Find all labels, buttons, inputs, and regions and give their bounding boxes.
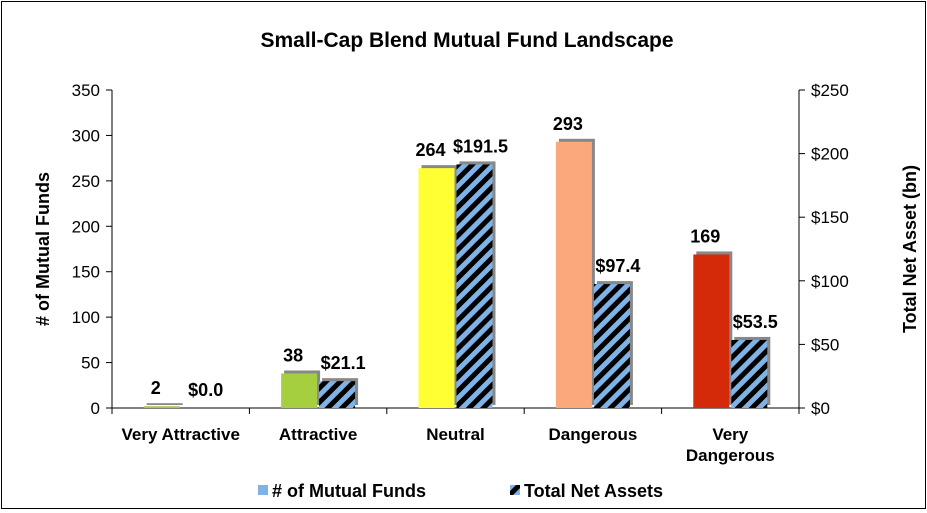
left-tick-label: 300 bbox=[72, 126, 100, 145]
left-tick-label: 200 bbox=[72, 217, 100, 236]
bar-total-net-assets bbox=[593, 284, 630, 408]
legend-swatch-total-net-assets bbox=[510, 485, 520, 495]
y-left-axis-title: # of Mutual Funds bbox=[33, 172, 53, 326]
data-label-mutual-funds: 293 bbox=[553, 114, 583, 134]
chart-title: Small-Cap Blend Mutual Fund Landscape bbox=[260, 29, 673, 52]
x-tick-label: Very bbox=[712, 425, 748, 444]
data-label-mutual-funds: 38 bbox=[283, 345, 303, 365]
data-label-total-net-assets: $0.0 bbox=[188, 380, 223, 400]
left-tick-label: 350 bbox=[72, 81, 100, 100]
right-tick-label: $0 bbox=[811, 399, 830, 418]
bar-mutual-funds bbox=[555, 141, 592, 408]
bar-shadow bbox=[146, 403, 183, 405]
left-tick-label: 150 bbox=[72, 263, 100, 282]
bar-total-net-assets bbox=[456, 164, 493, 408]
data-label-mutual-funds: 169 bbox=[690, 226, 720, 246]
right-tick-label: $100 bbox=[811, 272, 849, 291]
data-label-mutual-funds: 2 bbox=[151, 378, 161, 398]
left-tick-label: 50 bbox=[81, 354, 100, 373]
legend-label-total-net-assets: Total Net Assets bbox=[524, 481, 663, 501]
legend-swatch-mutual-funds bbox=[258, 485, 268, 495]
bar-mutual-funds bbox=[281, 373, 318, 408]
left-tick-label: 100 bbox=[72, 308, 100, 327]
bar-total-net-assets bbox=[319, 381, 356, 408]
right-tick-label: $150 bbox=[811, 208, 849, 227]
x-tick-label: Dangerous bbox=[549, 425, 638, 444]
legend-label-mutual-funds: # of Mutual Funds bbox=[272, 481, 426, 501]
data-label-total-net-assets: $97.4 bbox=[595, 256, 640, 276]
data-label-total-net-assets: $53.5 bbox=[733, 312, 778, 332]
right-tick-label: $200 bbox=[811, 145, 849, 164]
x-tick-label: Very Attractive bbox=[121, 425, 239, 444]
right-tick-label: $50 bbox=[811, 335, 839, 354]
y-right-axis-title: Total Net Asset (bn) bbox=[900, 165, 920, 333]
x-tick-label: Neutral bbox=[426, 425, 485, 444]
bar-mutual-funds bbox=[143, 406, 180, 408]
bar-mutual-funds bbox=[418, 168, 455, 408]
data-label-total-net-assets: $21.1 bbox=[321, 353, 366, 373]
data-label-total-net-assets: $191.5 bbox=[453, 136, 508, 156]
right-tick-label: $250 bbox=[811, 81, 849, 100]
x-tick-label: Attractive bbox=[279, 425, 357, 444]
data-label-mutual-funds: 264 bbox=[415, 140, 445, 160]
left-tick-label: 0 bbox=[91, 399, 100, 418]
bar-total-net-assets bbox=[731, 339, 768, 408]
bar-mutual-funds bbox=[693, 254, 730, 408]
left-tick-label: 250 bbox=[72, 172, 100, 191]
x-tick-label: Dangerous bbox=[686, 446, 775, 465]
